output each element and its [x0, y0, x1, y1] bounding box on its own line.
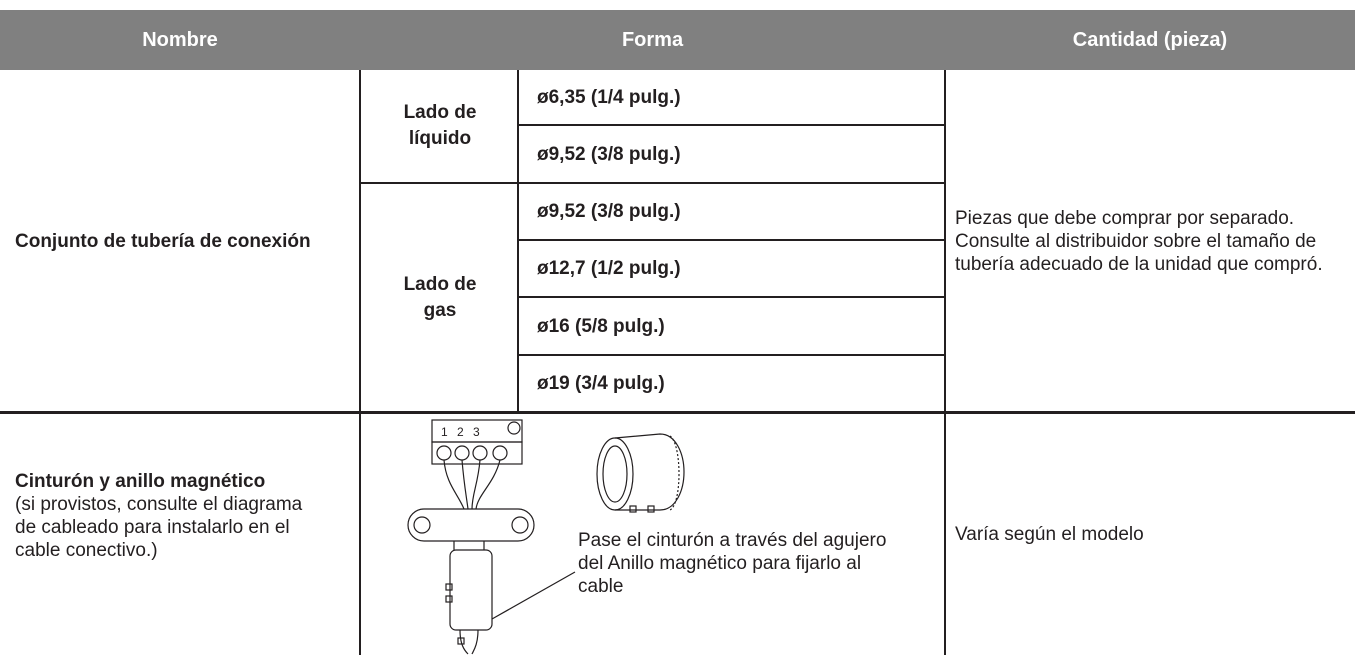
header-cell: Cantidad (pieza): [945, 10, 1355, 70]
side-label-text: Lado de líquido: [403, 102, 477, 149]
row-name: Cinturón y anillo magnético: [15, 471, 266, 492]
divider: [944, 70, 946, 655]
divider: [518, 124, 945, 126]
divider: [360, 182, 945, 184]
divider: [0, 411, 1355, 414]
divider: [518, 354, 945, 356]
divider: [518, 239, 945, 241]
divider: [518, 296, 945, 298]
side-label: Lado de líquido: [365, 70, 515, 182]
quantity-text: Varía según el modelo: [955, 524, 1144, 545]
ring-icon: [614, 433, 685, 511]
size: ø9,52 (3/8 pulg.): [537, 201, 681, 222]
quantity-text: Piezas que debe comprar por separado. Co…: [955, 207, 1323, 275]
terminal-label: 3: [473, 425, 480, 439]
row-note: (si provistos, consulte el diagrama de c…: [15, 494, 303, 561]
divider: [517, 70, 519, 412]
side-label: Lado de gas: [365, 184, 515, 412]
clamp: [407, 508, 535, 542]
magnetic-ring: [449, 549, 493, 631]
side-label-text: Lado de gas: [403, 274, 477, 321]
size: ø16 (5/8 pulg.): [537, 315, 665, 337]
row-name-block: Cinturón y anillo magnético (si provisto…: [15, 470, 305, 562]
diagram-caption: Pase el cinturón a través del agujero de…: [578, 530, 887, 597]
quantity: Varía según el modelo: [955, 414, 1350, 655]
size: ø6,35 (1/4 pulg.): [537, 86, 681, 108]
terminal-label: 1: [441, 425, 448, 439]
header-cell: Nombre: [0, 10, 360, 70]
header-cell: Forma: [360, 10, 945, 70]
quantity: Piezas que debe comprar por separado. Co…: [955, 70, 1350, 412]
terminal-block: [431, 441, 523, 465]
ground-symbol: [507, 421, 521, 435]
size: ø12,7 (1/2 pulg.): [537, 258, 681, 279]
terminal-label: 2: [457, 425, 464, 439]
size: ø9,52 (3/8 pulg.): [537, 143, 681, 165]
diagram: 1 2 3: [407, 419, 685, 655]
size: ø19 (3/4 pulg.): [537, 373, 665, 394]
row-name: Conjunto de tubería de conexión: [15, 230, 311, 252]
divider: [359, 70, 361, 655]
